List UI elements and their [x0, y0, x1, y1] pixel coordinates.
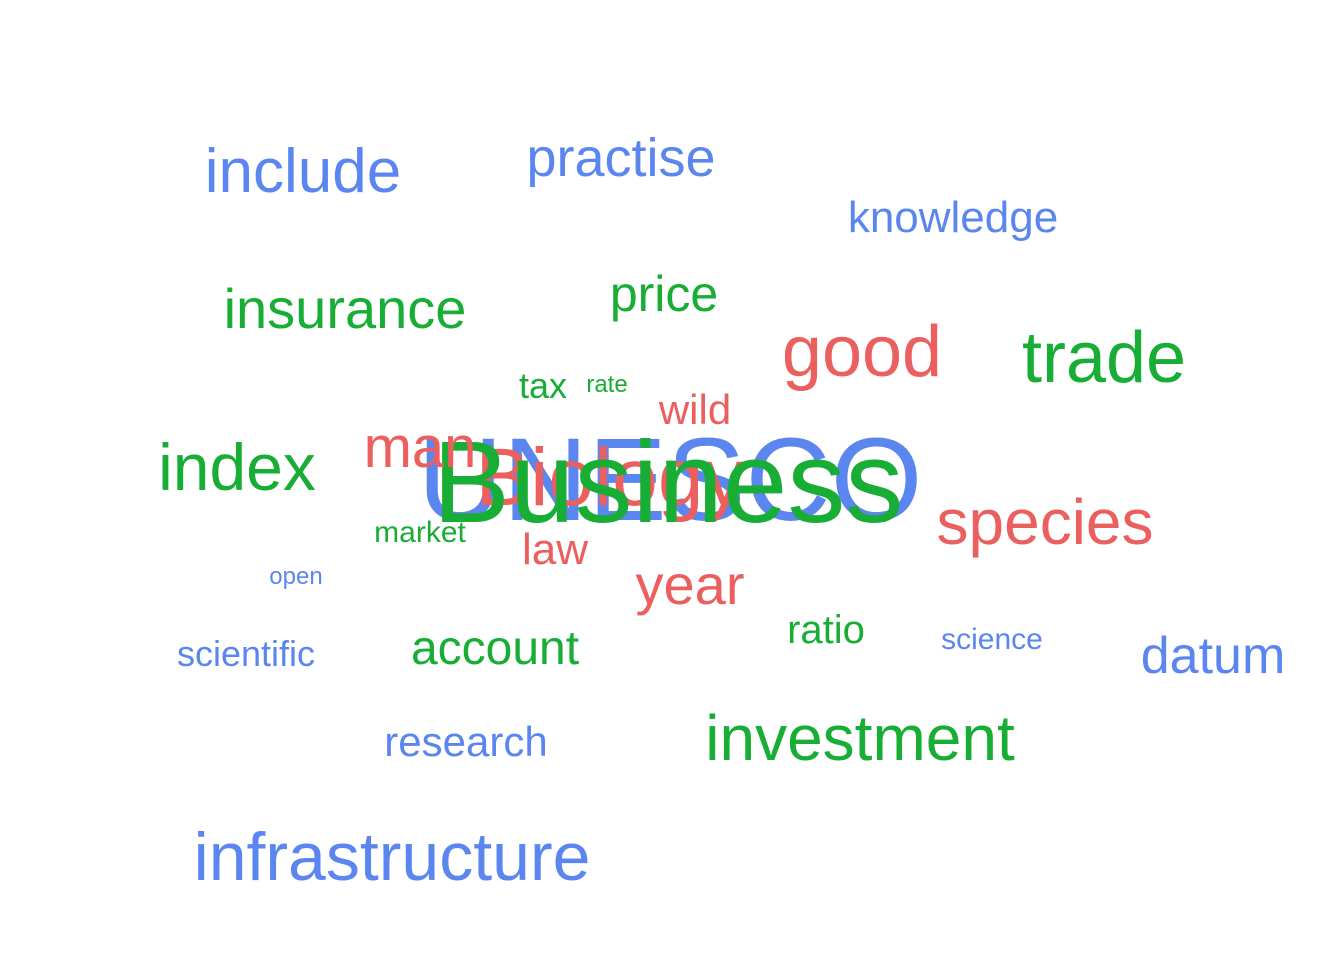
word-investment: investment	[705, 702, 1015, 774]
word-market: market	[374, 516, 466, 549]
word-datum: datum	[1140, 627, 1286, 685]
word-species: species	[936, 486, 1154, 558]
word-trade: trade	[1021, 318, 1187, 398]
word-science: science	[941, 623, 1043, 656]
word-ratio: ratio	[787, 608, 865, 652]
word-account: account	[410, 622, 580, 675]
word-price: price	[609, 266, 719, 322]
word-law: law	[521, 525, 589, 574]
word-man: man	[363, 415, 477, 480]
word-wild: wild	[658, 386, 732, 433]
word-unesco: UNESCO	[417, 414, 923, 546]
word-good: good	[781, 312, 943, 392]
word-practise: practise	[526, 128, 716, 188]
word-tax: tax	[518, 365, 568, 406]
word-rate: rate	[586, 371, 628, 398]
word-knowledge: knowledge	[847, 193, 1059, 242]
word-infrastructure: infrastructure	[193, 819, 591, 895]
word-biology: Biology	[475, 432, 745, 523]
word-business: Business	[432, 417, 904, 547]
word-include: include	[204, 137, 402, 206]
word-index: index	[158, 430, 316, 504]
word-insurance: insurance	[223, 277, 467, 340]
word-year: year	[635, 553, 745, 616]
word-scientific: scientific	[176, 633, 316, 674]
word-research: research	[384, 718, 548, 765]
word-open: open	[269, 563, 323, 590]
